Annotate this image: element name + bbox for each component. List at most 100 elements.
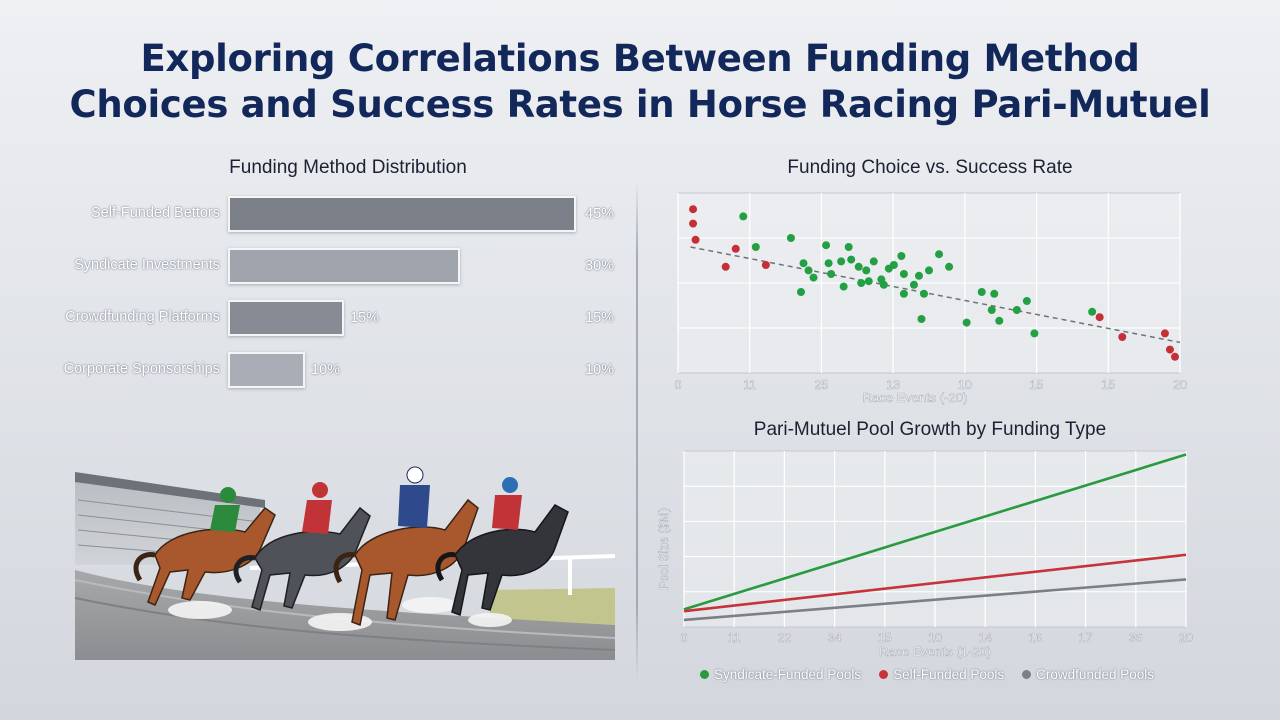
bar-inline-value-label: 10% (311, 362, 341, 378)
line-x-tick-label: 20 (1179, 631, 1193, 645)
scatter-point (827, 270, 836, 278)
scatter-x-tick-label: 10 (958, 378, 972, 392)
horse-2 (233, 482, 371, 611)
scatter-point (824, 259, 833, 268)
line-chart: 0 11 22 34 15 10 14 16 17 36 20 Pool Size ($M) Race … (657, 450, 1193, 659)
legend-swatch (879, 670, 889, 679)
bar-category-label: Self-Funded Bettors (91, 205, 220, 221)
scatter-point (844, 243, 853, 251)
page-title-line-1: Exploring Correlations Between Funding M… (140, 37, 1140, 80)
scatter-point (977, 288, 986, 296)
scatter-point (809, 273, 818, 282)
line-chart-title: Pari-Mutuel Pool Growth by Funding Type (753, 419, 1107, 440)
panel-divider (636, 180, 638, 680)
scatter-point (689, 219, 698, 228)
scatter-point (862, 266, 871, 275)
bar-value-label: 10% (585, 362, 615, 378)
bar (228, 196, 576, 232)
scatter-chart-title: Funding Choice vs. Success Rate (787, 157, 1073, 178)
scatter-point (869, 257, 878, 266)
line-x-tick-label: 14 (978, 631, 992, 645)
bar-inline-value-label: 15% (350, 310, 380, 326)
line-x-tick-label: 0 (681, 631, 688, 645)
scatter-point (751, 243, 760, 251)
scatter-point (1160, 329, 1169, 338)
scatter-trendline (690, 246, 1181, 344)
scatter-point (1022, 297, 1031, 305)
scatter-point (919, 289, 928, 298)
line-series (683, 553, 1187, 613)
scatter-point (854, 262, 863, 271)
horse-racing-illustration (74, 466, 616, 660)
scatter-point (1118, 333, 1127, 341)
line-series (683, 578, 1187, 622)
scatter-point (857, 279, 866, 287)
scatter-point (1165, 345, 1174, 354)
legend-label: Self-Funded Pools (893, 667, 1005, 682)
page-title: Exploring Correlations Between Funding M… (0, 36, 1280, 128)
scatter-point (786, 234, 795, 242)
scatter-chart: 0 11 25 13 10 15 15 20 Race Events (-20) (674, 192, 1187, 405)
scatter-point (1170, 352, 1179, 361)
line-x-tick-label: 11 (728, 631, 741, 645)
scatter-point (796, 288, 805, 296)
scatter-point (731, 244, 740, 253)
line-x-tick-label: 15 (878, 631, 892, 645)
legend-label: Syndicate-Funded Pools (714, 667, 862, 682)
line-x-tick-label: 36 (1129, 631, 1143, 645)
bar (228, 248, 460, 284)
scatter-point (839, 282, 848, 291)
scatter-x-tick-label: 0 (675, 378, 682, 392)
scatter-point (897, 252, 906, 260)
scatter-x-tick-label: 15 (1030, 378, 1044, 392)
bar-value-label: 45% (585, 206, 615, 222)
scatter-x-axis-label: Race Events (-20) (863, 390, 968, 405)
legend-label: Crowdfunded Pools (1036, 667, 1154, 682)
scatter-point (945, 262, 954, 271)
scatter-point (1012, 306, 1021, 314)
scatter-point (847, 255, 856, 264)
scatter-point (721, 262, 730, 271)
scatter-point (889, 261, 898, 269)
line-y-axis-label: Pool Size ($M) (657, 508, 671, 590)
scatter-point (689, 205, 698, 214)
horse-1 (133, 487, 276, 606)
horse-4 (435, 477, 569, 617)
scatter-x-tick-label: 15 (1101, 378, 1115, 392)
scatter-point (935, 250, 944, 259)
line-x-tick-label: 34 (828, 631, 842, 645)
legend-item: Self-Funded Pools (879, 667, 1004, 682)
bar-category-label: Crowdfunding Platforms (65, 309, 220, 325)
page-title-line-2: Choices and Success Rates in Horse Racin… (69, 83, 1211, 126)
scatter-x-tick-label: 13 (886, 378, 900, 392)
scatter-point (879, 280, 888, 289)
scatter-point (962, 318, 971, 327)
scatter-point (917, 315, 926, 323)
legend-swatch (700, 670, 709, 679)
scatter-point (987, 306, 996, 314)
scatter-point (822, 241, 831, 250)
legend-swatch (1022, 670, 1032, 679)
bar (228, 300, 344, 336)
scatter-point (909, 280, 918, 289)
bar-category-label: Syndicate Investments (74, 257, 220, 273)
scatter-point (804, 266, 813, 275)
bar-chart-title: Funding Method Distribution (229, 157, 467, 178)
scatter-point (739, 212, 748, 221)
legend-item: Crowdfunded Pools (1022, 667, 1154, 682)
scatter-x-tick-label: 11 (743, 378, 756, 392)
scatter-point (995, 316, 1004, 325)
grandstand-roof (75, 472, 265, 508)
scatter-point (761, 261, 770, 269)
scatter-point (899, 270, 908, 278)
scatter-point (691, 235, 700, 244)
line-chart-legend: Syndicate-Funded Pools Self-Funded Pools C… (700, 667, 1160, 682)
bar-value-label: 30% (585, 258, 615, 274)
line-x-axis-label: Race Events (1-20) (879, 644, 991, 659)
bar-category-label: Corporate Sponsorships (63, 361, 220, 377)
scatter-point (1088, 307, 1097, 316)
line-x-tick-label: 17 (1079, 631, 1093, 645)
scatter-point (1030, 329, 1039, 338)
scatter-point (899, 289, 908, 298)
scatter-point (837, 257, 846, 266)
